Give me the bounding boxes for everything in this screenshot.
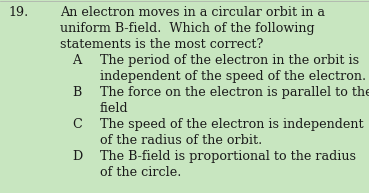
Text: of the radius of the orbit.: of the radius of the orbit. [100, 134, 262, 147]
Text: B: B [72, 86, 81, 99]
Text: of the circle.: of the circle. [100, 166, 182, 179]
Text: C: C [72, 118, 82, 131]
Text: uniform B-field.  Which of the following: uniform B-field. Which of the following [60, 22, 315, 35]
Text: D: D [72, 150, 82, 163]
Text: independent of the speed of the electron.: independent of the speed of the electron… [100, 70, 366, 83]
Text: The speed of the electron is independent: The speed of the electron is independent [100, 118, 363, 131]
Text: The force on the electron is parallel to the: The force on the electron is parallel to… [100, 86, 369, 99]
Text: The period of the electron in the orbit is: The period of the electron in the orbit … [100, 54, 359, 67]
Text: The B-field is proportional to the radius: The B-field is proportional to the radiu… [100, 150, 356, 163]
Text: An electron moves in a circular orbit in a: An electron moves in a circular orbit in… [60, 6, 325, 19]
Text: A: A [72, 54, 81, 67]
Text: 19.: 19. [8, 6, 28, 19]
Text: field: field [100, 102, 129, 115]
Text: statements is the most correct?: statements is the most correct? [60, 38, 263, 51]
